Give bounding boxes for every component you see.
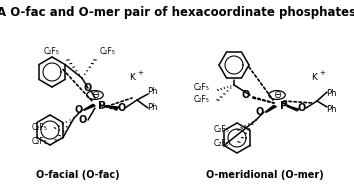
Text: O: O: [298, 103, 306, 113]
Text: O: O: [79, 115, 87, 125]
Text: O: O: [256, 107, 264, 117]
Polygon shape: [287, 106, 299, 111]
Text: O-facial (O-fac): O-facial (O-fac): [36, 170, 120, 180]
Text: C₂F₅: C₂F₅: [100, 47, 116, 57]
Text: C₂F₅: C₂F₅: [214, 139, 230, 149]
Text: C₂F₅: C₂F₅: [44, 47, 60, 57]
Text: C₂F₅: C₂F₅: [194, 95, 210, 105]
Text: A O-fac and O-mer pair of hexacoordinate phosphates: A O-fac and O-mer pair of hexacoordinate…: [0, 6, 354, 19]
Polygon shape: [105, 106, 119, 109]
Text: ⊖: ⊖: [273, 90, 281, 100]
Text: Ph: Ph: [326, 105, 336, 114]
Text: Ph: Ph: [147, 104, 157, 112]
Text: O: O: [118, 103, 126, 113]
Text: Ph: Ph: [326, 90, 336, 98]
Text: C₂F₅: C₂F₅: [32, 123, 48, 132]
Polygon shape: [266, 105, 276, 112]
Text: Ph: Ph: [147, 88, 157, 97]
Text: C₂F₅: C₂F₅: [214, 125, 230, 135]
Text: C₂F₅: C₂F₅: [32, 138, 48, 146]
Polygon shape: [84, 104, 95, 110]
Text: O-meridional (O-mer): O-meridional (O-mer): [206, 170, 324, 180]
Text: P: P: [280, 101, 288, 111]
Text: K: K: [311, 73, 317, 81]
Text: O: O: [242, 90, 250, 100]
Text: K: K: [129, 73, 135, 81]
Text: +: +: [137, 70, 143, 76]
Text: +: +: [320, 70, 325, 76]
Text: ⊖: ⊖: [91, 90, 99, 100]
Text: O: O: [84, 83, 92, 93]
Text: P: P: [98, 101, 106, 111]
Text: C₂F₅: C₂F₅: [194, 84, 210, 92]
Text: O: O: [75, 105, 83, 115]
